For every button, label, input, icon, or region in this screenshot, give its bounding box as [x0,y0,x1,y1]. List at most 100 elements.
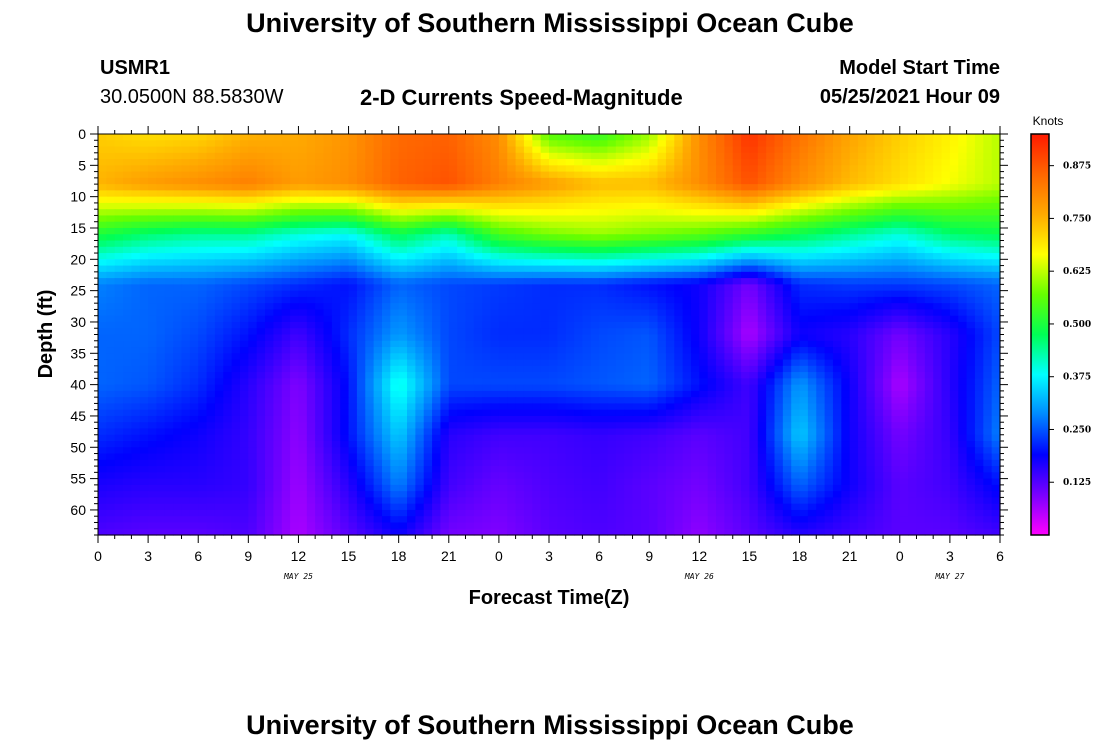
heatmap-cell [699,221,709,229]
heatmap-cell [348,202,358,210]
heatmap-cell [841,372,851,379]
heatmap-cell [724,397,734,405]
heatmap-cell [198,284,208,292]
heatmap-cell [181,209,191,217]
heatmap-cell [874,140,884,148]
heatmap-cell [690,278,700,285]
heatmap-cell [156,234,166,242]
heatmap-cell [716,328,725,336]
heatmap-cell [665,134,675,141]
heatmap-cell [256,184,266,191]
heatmap-cell [816,340,826,348]
heatmap-cell [189,353,199,361]
heatmap-cell [123,134,133,141]
heatmap-cell [799,190,809,198]
heatmap-cell [966,152,976,160]
heatmap-cell [782,284,792,292]
heatmap-cell [816,278,826,285]
heatmap-cell [974,134,984,141]
heatmap-cell [716,146,725,154]
heatmap-cell [98,215,107,223]
heatmap-cell [265,259,274,267]
heatmap-cell [198,259,208,267]
heatmap-cell [974,140,984,148]
heatmap-cell [248,403,258,411]
heatmap-cell [640,359,650,367]
heatmap-cell [106,372,116,379]
heatmap-cell [139,246,149,254]
heatmap-cell [682,227,692,235]
heatmap-cell [707,359,717,367]
heatmap-cells [98,134,1001,536]
heatmap-cell [624,140,634,148]
heatmap-cell [690,134,700,141]
heatmap-cell [749,246,759,254]
heatmap-cell [340,259,350,267]
heatmap-cell [665,353,675,361]
heatmap-cell [807,240,817,248]
heatmap-cell [883,202,893,210]
heatmap-cell [139,328,149,336]
heatmap-cell [340,290,350,298]
heatmap-cell [682,390,692,398]
heatmap-cell [507,309,517,317]
heatmap-cell [891,378,901,386]
heatmap-cell [891,296,901,304]
heatmap-cell [156,415,166,423]
heatmap-cell [256,403,266,411]
heatmap-cell [674,177,684,185]
heatmap-cell [757,259,767,267]
heatmap-cell [290,403,300,411]
heatmap-cell [398,152,408,160]
heatmap-cell [766,215,776,223]
heatmap-cell [916,353,926,361]
heatmap-cell [407,409,416,417]
heatmap-cell [473,240,483,248]
heatmap-cell [832,334,842,342]
heatmap-cell [766,290,776,298]
heatmap-cell [632,359,642,367]
heatmap-cell [582,328,592,336]
heatmap-cell [273,152,283,160]
heatmap-cell [732,152,742,160]
heatmap-cell [565,177,575,185]
heatmap-cell [741,303,751,311]
heatmap-cell [206,403,216,411]
heatmap-cell [582,409,592,417]
heatmap-cell [557,296,567,304]
heatmap-cell [549,315,558,323]
heatmap-cell [515,259,525,267]
heatmap-cell [849,353,859,361]
heatmap-cell [473,134,483,141]
heatmap-cell [540,253,550,260]
heatmap-cell [632,134,642,141]
heatmap-cell [340,340,350,348]
heatmap-cell [440,221,450,229]
heatmap-cell [231,422,241,430]
heatmap-cell [482,134,492,141]
heatmap-cell [373,221,383,229]
heatmap-cell [807,315,817,323]
heatmap-cell [958,378,968,386]
heatmap-cell [757,140,767,148]
heatmap-cell [665,227,675,235]
heatmap-cell [791,290,801,298]
heatmap-cell [148,190,158,198]
heatmap-cell [290,315,300,323]
heatmap-cell [498,246,508,254]
heatmap-cell [348,196,358,204]
heatmap-cell [331,315,341,323]
heatmap-cell [949,328,959,336]
heatmap-cell [198,321,208,329]
heatmap-cell [114,253,124,260]
heatmap-cell [782,372,792,379]
heatmap-cell [582,347,592,354]
heatmap-cell [206,184,216,191]
heatmap-cell [607,347,617,354]
model-start-time: 05/25/2021 Hour 09 [819,86,1000,108]
heatmap-cell [707,284,717,292]
heatmap-cell [624,403,634,411]
heatmap-cell [991,246,1001,254]
heatmap-cell [874,190,884,198]
heatmap-cell [749,290,759,298]
